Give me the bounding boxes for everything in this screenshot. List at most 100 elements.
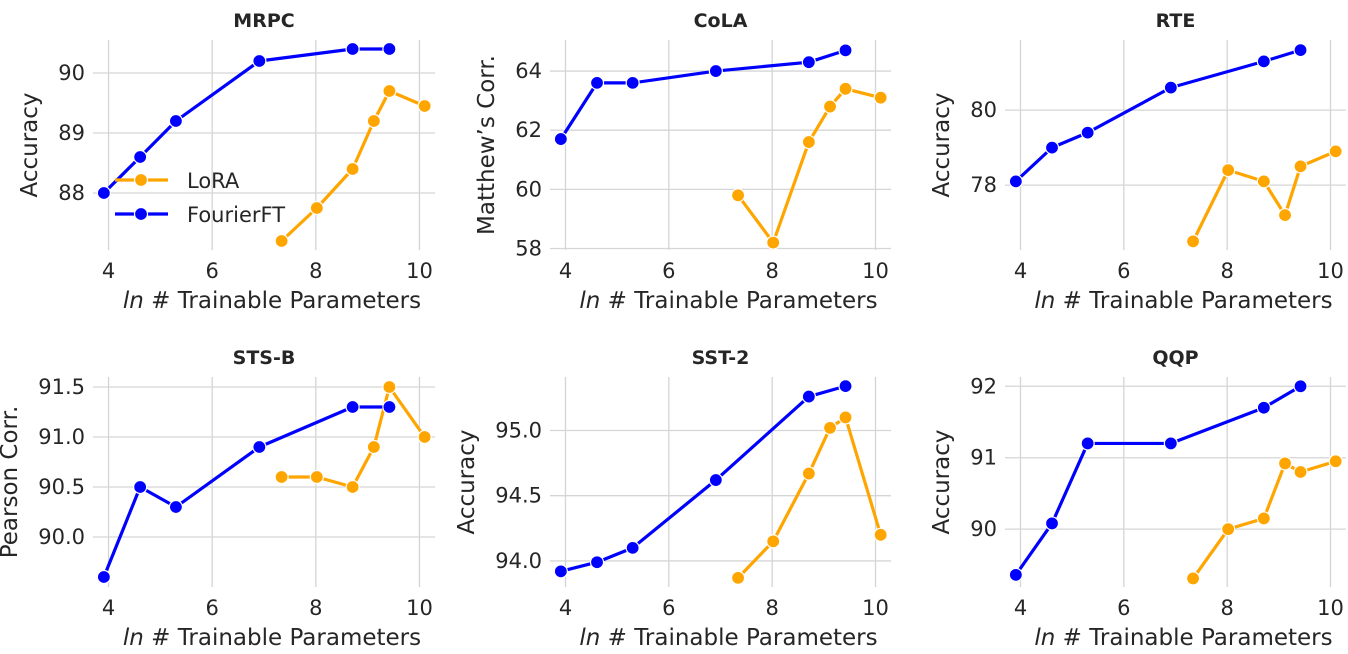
subplot-title: RTE [1156, 10, 1196, 32]
x-axis-label-text: # Trainable Parameters [600, 288, 877, 314]
x-axis-label-text: # Trainable Parameters [144, 625, 421, 651]
fourierft-point [96, 569, 111, 585]
lora-point [1328, 144, 1343, 159]
y-tick-label: 64 [515, 59, 542, 83]
lora-point [1221, 163, 1236, 178]
fourierft-point [708, 63, 723, 79]
subplot-sst-2: 4 6 8 10 94.0 94.5 95.0 SST-2 ln # Trainable Par… [454, 347, 891, 651]
y-tick-label: 95.0 [495, 418, 542, 442]
y-tick-label: 90 [970, 517, 997, 541]
y-tick-label: 90.0 [38, 525, 85, 549]
y-tick-label: 91 [970, 446, 997, 470]
y-axis-label: Accuracy [17, 92, 43, 197]
fourierft-point [1256, 54, 1271, 69]
fourierft-point [168, 113, 184, 129]
fourierft-point [1256, 400, 1271, 415]
x-axis-label-italic: ln [1034, 288, 1055, 314]
lora-point [1293, 464, 1308, 480]
lora-point [822, 99, 838, 114]
x-tick-label: 4 [102, 259, 115, 283]
x-tick-label: 10 [406, 596, 433, 620]
fourierft-point [1163, 80, 1178, 95]
lora-point [382, 379, 397, 395]
fourierft-point [1293, 379, 1308, 394]
fourierft-line [560, 384, 846, 573]
y-tick-label: 80 [970, 98, 997, 122]
x-axis-label: ln # Trainable Parameters [579, 288, 877, 314]
fourierft-point [1008, 174, 1023, 189]
fourierft-point [1293, 43, 1308, 58]
x-tick-label: 6 [1117, 596, 1130, 620]
x-tick-label: 10 [406, 259, 433, 283]
legend-item-lora: LoRA [115, 169, 240, 193]
fourierft-point [345, 399, 360, 415]
lora-point [1221, 522, 1236, 537]
lora-point [274, 233, 289, 249]
x-axis-label-italic: ln [1034, 625, 1055, 651]
x-axis-label-text: # Trainable Parameters [1055, 288, 1332, 314]
fourierft-point [96, 185, 111, 201]
lora-point [382, 83, 397, 99]
legend-marker [133, 172, 149, 188]
lora-point [1293, 159, 1308, 174]
x-tick-label: 8 [765, 596, 778, 620]
y-axis-label: Accuracy [929, 92, 955, 197]
lora-point [366, 113, 381, 129]
subplot-title: CoLA [694, 10, 748, 32]
fourierft-point [838, 43, 853, 58]
fourierft-point [1044, 516, 1060, 531]
lora-point [1185, 571, 1201, 586]
fourierft-point [625, 75, 640, 90]
fourierft-point [553, 564, 568, 579]
fourierft-point [1080, 436, 1095, 451]
x-tick-label: 6 [1117, 259, 1130, 283]
x-axis-label-italic: ln [579, 625, 600, 651]
y-tick-label: 90 [58, 61, 85, 85]
x-axis-label-text: # Trainable Parameters [144, 288, 421, 314]
fourierft-point [1008, 567, 1023, 582]
x-tick-label: 10 [1317, 259, 1344, 283]
x-axis-label: ln # Trainable Parameters [579, 625, 877, 651]
y-tick-label: 92 [970, 374, 997, 398]
lora-point [309, 469, 324, 485]
y-tick-label: 62 [515, 118, 542, 142]
lora-point [838, 81, 853, 96]
fourierft-point [382, 399, 397, 415]
fourierft-point [252, 439, 267, 455]
fourierft-point [382, 41, 397, 57]
x-tick-label: 4 [1014, 259, 1027, 283]
y-tick-label: 78 [970, 173, 997, 197]
fourierft-point [553, 131, 568, 147]
lora-point [309, 200, 324, 216]
x-tick-label: 10 [1317, 596, 1344, 620]
fourierft-point [801, 55, 816, 70]
fourierft-point [345, 41, 360, 57]
lora-point [1256, 511, 1271, 526]
fourierft-point [1163, 436, 1178, 451]
y-tick-label: 94.5 [495, 484, 542, 508]
lora-point [766, 235, 781, 250]
lora-point [345, 479, 360, 495]
x-tick-label: 8 [765, 259, 778, 283]
lora-point [801, 134, 816, 150]
x-tick-label: 8 [1220, 259, 1233, 283]
subplot-sts-b: 4 6 8 10 90.0 90.5 91.0 91.5 STS-B ln # Trainable… [0, 347, 435, 651]
legend-item-fourierft: FourierFT [115, 203, 285, 227]
x-tick-label: 8 [309, 259, 322, 283]
lora-point [1277, 208, 1293, 223]
y-tick-label: 58 [515, 237, 542, 261]
x-tick-label: 8 [1220, 596, 1233, 620]
x-tick-label: 8 [309, 596, 322, 620]
subplot-title: SST-2 [692, 347, 750, 369]
lora-point [417, 98, 432, 114]
x-tick-label: 6 [662, 596, 675, 620]
lora-point [345, 161, 360, 177]
x-tick-label: 4 [102, 596, 115, 620]
y-tick-label: 88 [58, 181, 85, 205]
x-axis-label-text: # Trainable Parameters [600, 625, 877, 651]
legend-label: FourierFT [187, 203, 285, 227]
x-tick-label: 6 [205, 596, 218, 620]
y-axis-label: Pearson Corr. [0, 406, 23, 559]
lora-point [873, 527, 888, 542]
